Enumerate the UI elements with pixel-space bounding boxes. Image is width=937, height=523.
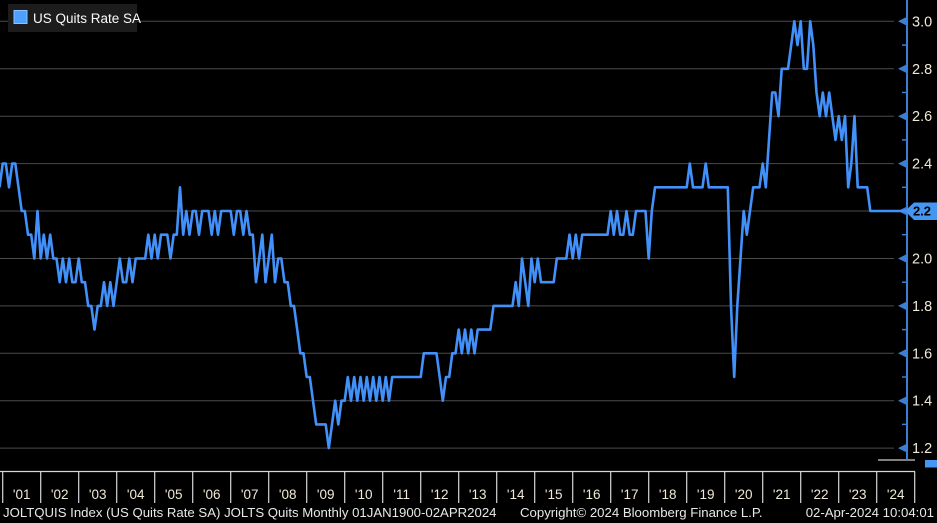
x-year-label: '08	[279, 487, 297, 502]
footer-bar: JOLTQUIS Index (US Quits Rate SA) JOLTS …	[3, 505, 934, 520]
x-year-label: '02	[51, 487, 69, 502]
footer-ticker-description: JOLTQUIS Index (US Quits Rate SA) JOLTS …	[3, 505, 497, 520]
axis-corner-handle[interactable]	[925, 460, 937, 468]
y-tick-arrow-icon	[898, 159, 907, 169]
last-value-tag-label: 2.2	[913, 204, 931, 219]
x-year-label: '15	[545, 487, 563, 502]
x-year-label: '03	[89, 487, 107, 502]
y-tick-label: 2.6	[912, 109, 932, 125]
x-year-label: '06	[203, 487, 221, 502]
x-year-label: '10	[355, 487, 373, 502]
x-year-label: '23	[849, 487, 867, 502]
y-tick-label: 2.4	[912, 157, 932, 173]
x-year-label: '01	[13, 487, 31, 502]
x-year-label: '17	[621, 487, 639, 502]
y-tick-label: 2.0	[912, 252, 932, 268]
x-year-label: '21	[773, 487, 791, 502]
y-tick-arrow-icon	[898, 64, 907, 74]
y-tick-label: 1.2	[912, 441, 932, 457]
y-tick-label: 1.6	[912, 346, 932, 362]
footer-timestamp: 02-Apr-2024 10:04:01	[806, 505, 934, 520]
y-tick-arrow-icon	[898, 396, 907, 406]
x-year-label: '04	[127, 487, 145, 502]
y-tick-arrow-icon	[898, 111, 907, 121]
x-year-label: '18	[659, 487, 677, 502]
footer-copyright: Copyright© 2024 Bloomberg Finance L.P.	[520, 505, 763, 520]
y-tick-label: 3.0	[912, 14, 932, 30]
y-tick-arrow-icon	[898, 301, 907, 311]
x-year-label: '09	[317, 487, 335, 502]
series-swatch-icon	[13, 10, 28, 24]
x-year-label: '14	[507, 487, 525, 502]
x-year-label: '11	[393, 487, 410, 502]
y-tick-label: 1.8	[912, 299, 932, 315]
x-year-label: '13	[469, 487, 487, 502]
x-year-label: '16	[583, 487, 601, 502]
x-year-label: '19	[697, 487, 715, 502]
x-year-label: '20	[735, 487, 753, 502]
last-value-tag[interactable]	[905, 202, 937, 221]
x-year-label: '24	[887, 487, 905, 502]
y-tick-arrow-icon	[898, 443, 907, 453]
plot-area[interactable]: 1.2 1.4 1.6 1.8 2.0 2.2 2.4 2.6 2.8 3.0 '01 '02 '03 '…	[0, 0, 937, 503]
quits-rate-line	[0, 19, 907, 450]
y-tick-arrow-icon	[898, 348, 907, 358]
y-tick-arrow-icon	[898, 16, 907, 26]
legend-series-label: US Quits Rate SA	[33, 11, 141, 26]
y-tick-arrow-icon	[898, 254, 907, 263]
y-tick-label: 1.4	[912, 394, 932, 410]
y-tick-label: 2.8	[912, 62, 932, 78]
x-year-label: '05	[165, 487, 183, 502]
x-year-label: '22	[811, 487, 829, 502]
legend[interactable]: US Quits Rate SA	[8, 4, 141, 32]
x-year-label: '12	[431, 487, 449, 502]
legend-box	[8, 4, 137, 32]
x-year-label: '07	[241, 487, 259, 502]
